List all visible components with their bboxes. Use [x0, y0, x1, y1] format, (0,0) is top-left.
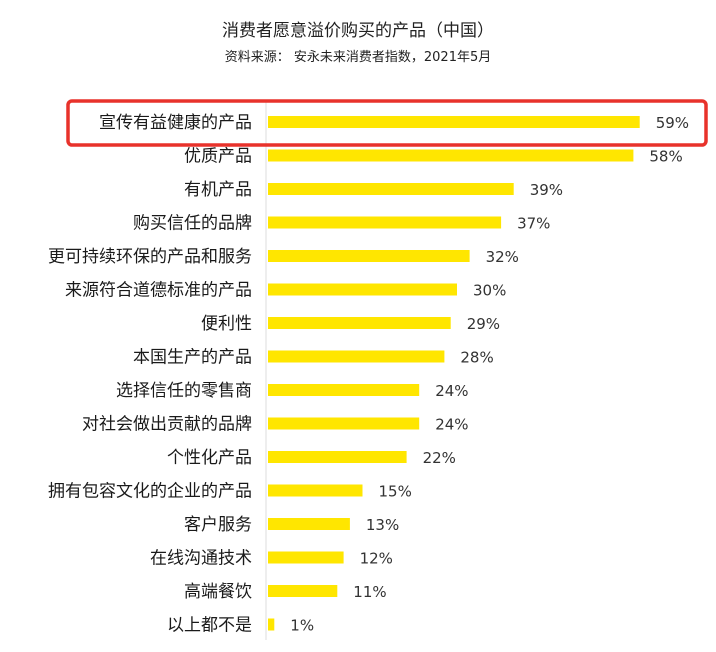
chart-subtitle: 资料来源： 安永未来消费者指数，2021年5月	[224, 50, 492, 65]
bar	[268, 283, 457, 296]
bar	[268, 417, 420, 430]
value-label: 59%	[656, 114, 689, 132]
value-label: 24%	[435, 382, 468, 400]
category-label: 高端餐饮	[184, 582, 252, 602]
category-label: 来源符合道德标准的产品	[65, 281, 252, 301]
value-label: 32%	[486, 248, 519, 266]
bar	[268, 183, 514, 195]
bar	[268, 484, 363, 497]
category-label: 有机产品	[184, 180, 252, 200]
bar	[268, 350, 445, 363]
category-label: 宣传有益健康的产品	[99, 113, 252, 133]
bar	[268, 384, 420, 396]
category-label: 本国生产的产品	[133, 348, 252, 368]
bar	[268, 518, 350, 530]
category-label: 更可持续环保的产品和服务	[48, 247, 252, 267]
category-label: 个性化产品	[167, 448, 252, 468]
category-label: 优质产品	[184, 147, 252, 167]
bar	[268, 317, 451, 329]
category-label: 客户服务	[184, 515, 252, 535]
category-label: 拥有包容文化的企业的产品	[48, 482, 252, 502]
highlight-box	[66, 99, 708, 147]
bar	[268, 116, 640, 128]
category-label: 以上都不是	[167, 616, 252, 636]
value-label: 29%	[467, 315, 500, 333]
value-label: 28%	[460, 349, 493, 367]
bar	[268, 585, 338, 597]
value-label: 39%	[530, 181, 563, 199]
value-label: 13%	[366, 516, 399, 534]
bar	[268, 250, 470, 262]
bar	[268, 149, 634, 162]
category-label: 对社会做出贡献的品牌	[82, 415, 252, 435]
value-label: 30%	[473, 282, 506, 300]
value-label: 22%	[423, 449, 456, 467]
bar	[268, 451, 407, 463]
value-label: 58%	[649, 148, 682, 166]
chart-title: 消费者愿意溢价购买的产品（中国）	[222, 21, 494, 41]
value-label: 11%	[353, 583, 386, 601]
bars-group: 宣传有益健康的产品 59% 优质产品 58% 有机产品 39% 购买信任的品牌 37% 更可持续…	[48, 113, 689, 636]
value-label: 37%	[517, 215, 550, 233]
category-label: 选择信任的零售商	[116, 381, 252, 401]
bar	[268, 551, 344, 564]
value-label: 24%	[435, 416, 468, 434]
bar	[268, 618, 275, 631]
value-label: 1%	[290, 617, 314, 635]
category-label: 在线沟通技术	[150, 549, 252, 569]
category-label: 便利性	[201, 314, 252, 334]
value-label: 12%	[360, 550, 393, 568]
bar	[268, 216, 502, 229]
value-label: 15%	[379, 483, 412, 501]
category-label: 购买信任的品牌	[133, 214, 252, 234]
